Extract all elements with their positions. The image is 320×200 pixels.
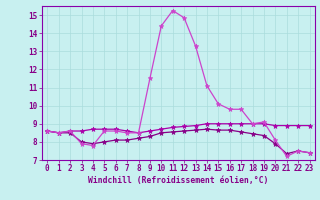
X-axis label: Windchill (Refroidissement éolien,°C): Windchill (Refroidissement éolien,°C): [88, 176, 268, 185]
